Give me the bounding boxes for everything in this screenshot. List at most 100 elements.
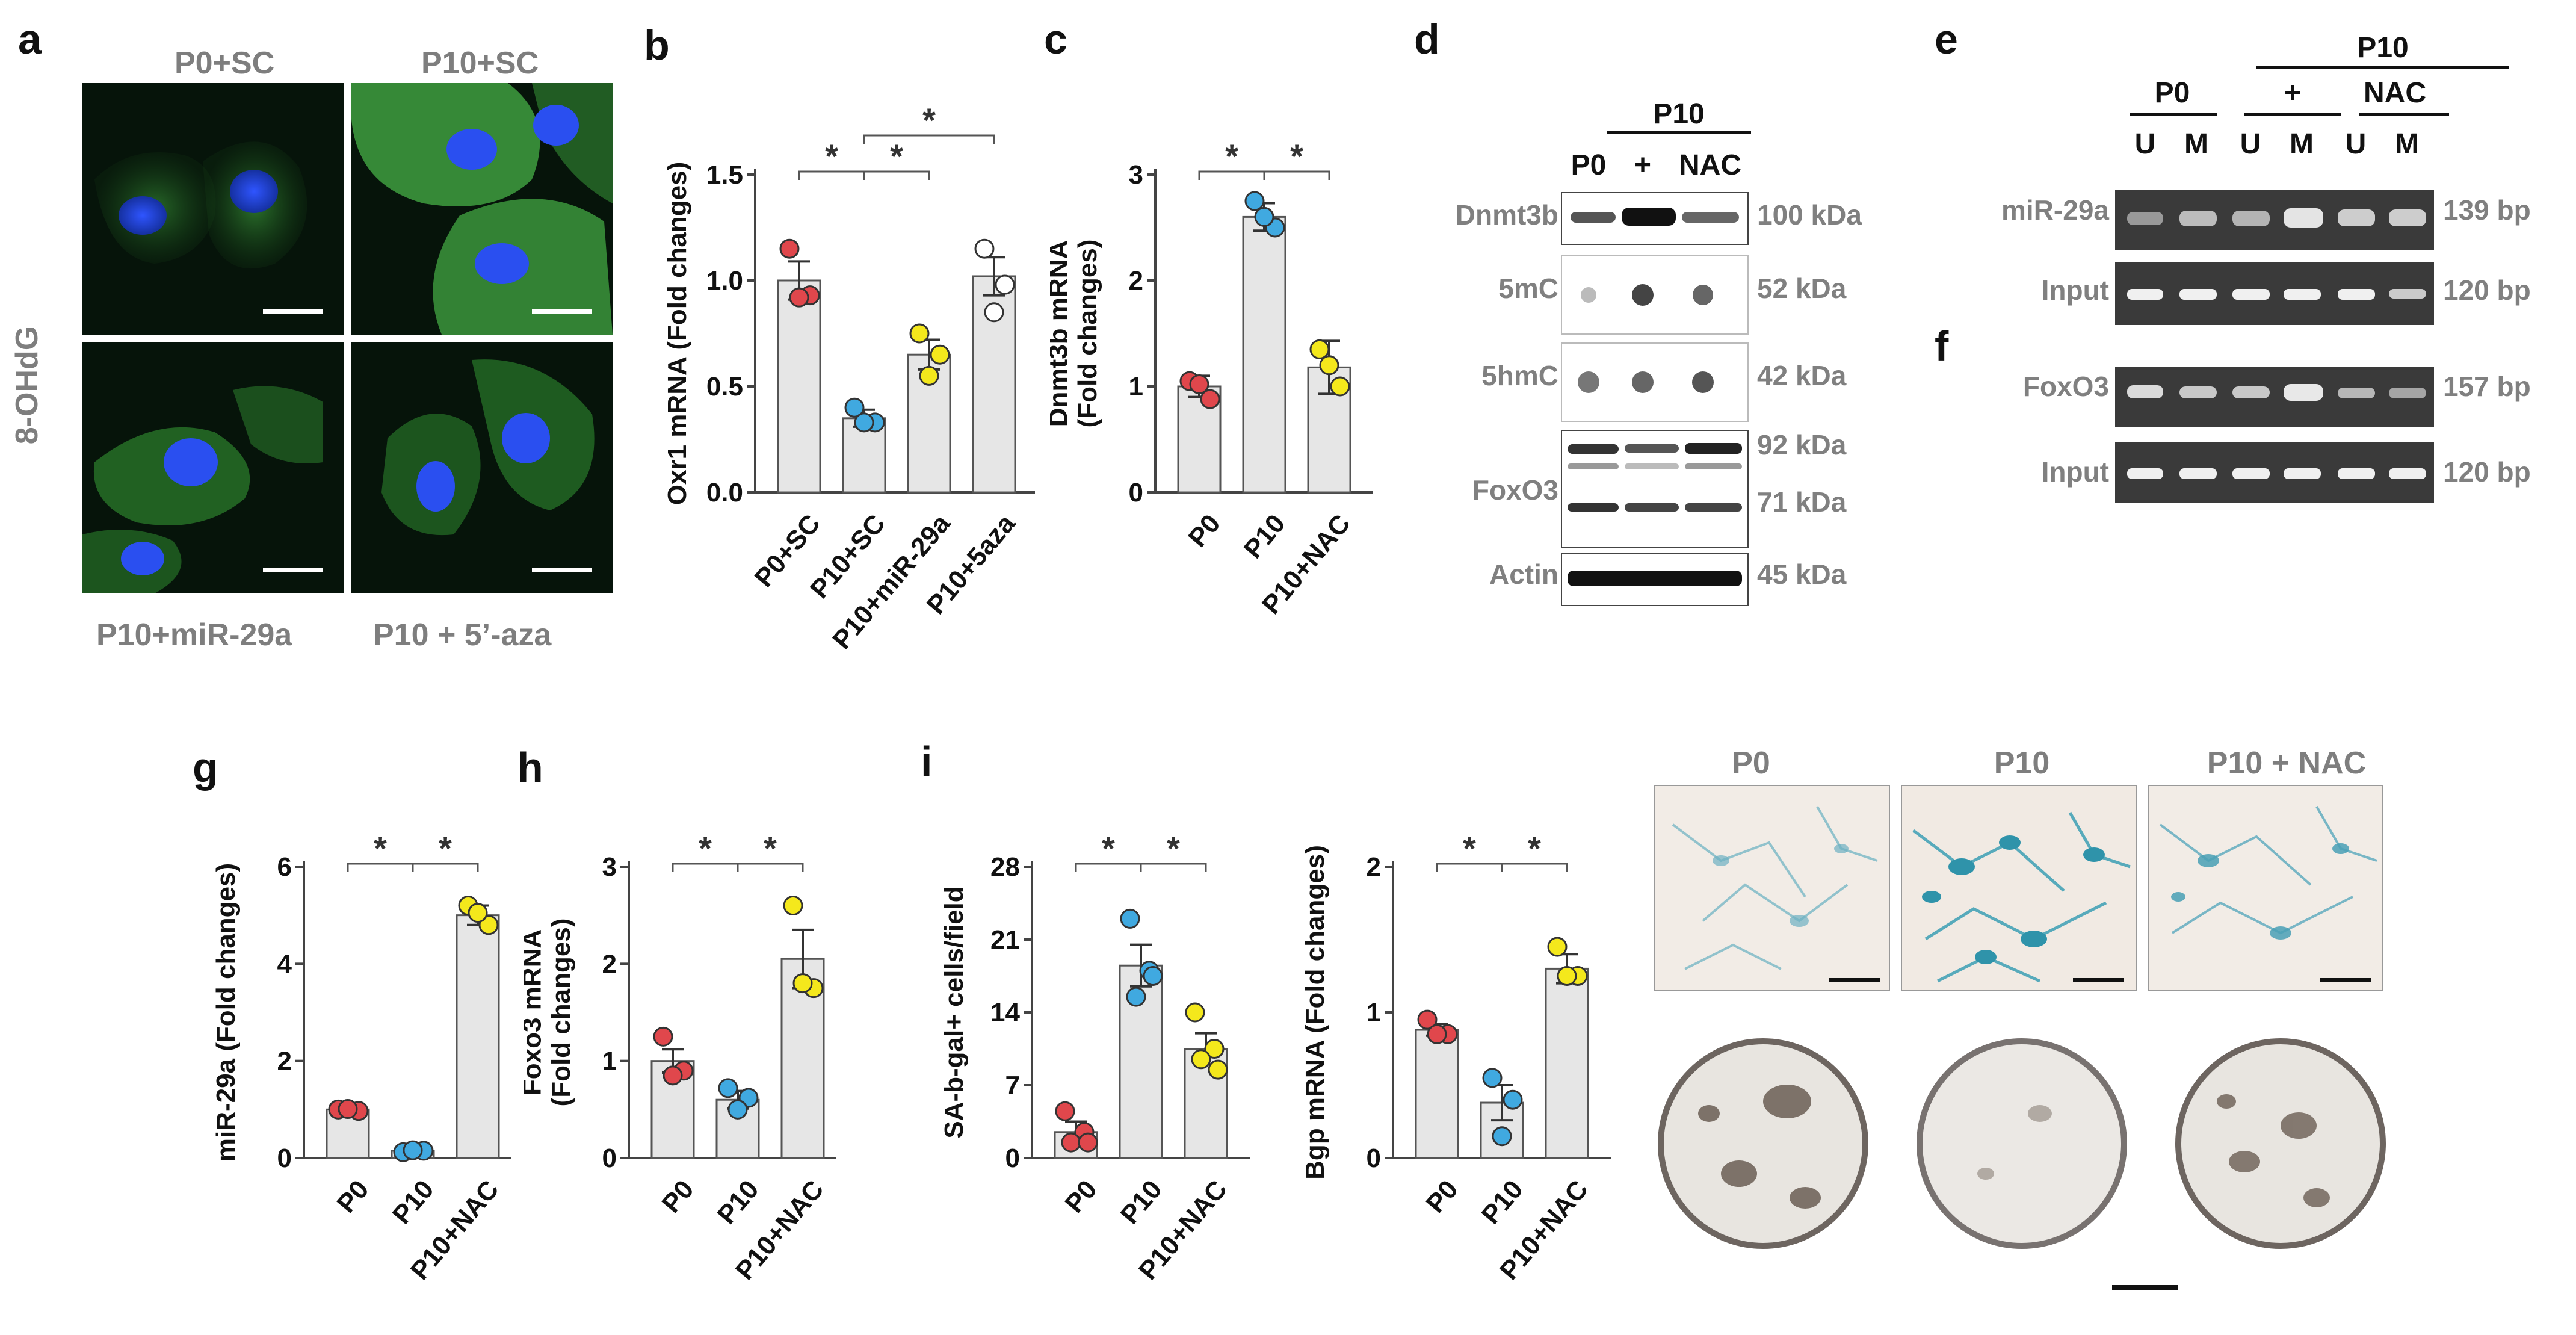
sa-gal-stain-p0 [1654, 785, 1890, 991]
bar [1242, 215, 1286, 494]
y-tick-label: 14 [990, 998, 1020, 1027]
panel-f-row-input: Input [2042, 456, 2109, 488]
data-point [1244, 191, 1265, 211]
panel-d-size-foxo3-71: 71 kDa [1757, 486, 1847, 518]
panel-label-e: e [1935, 16, 1958, 63]
data-point [783, 896, 803, 916]
y-tick-label: 0.0 [706, 478, 743, 507]
panel-i-caption-p10: P10 [1994, 746, 2050, 781]
significance-star: * [922, 102, 936, 139]
data-point [974, 238, 995, 259]
panel-e-row-input: Input [2042, 274, 2109, 306]
data-point [1191, 1049, 1211, 1070]
significance-star: * [1102, 829, 1115, 867]
y-axis-label: Foxo3 mRNA(Fold changes) [524, 918, 576, 1107]
panel-e-lanes: U M U M U M [2135, 128, 2419, 160]
sa-gal-stain-p10-nac [2148, 785, 2383, 991]
y-tick-label: 0.5 [706, 372, 743, 401]
data-point [1078, 1132, 1098, 1153]
panel-e: P10 P0 + NAC U M U M U M miR-29a 139 bp … [1944, 12, 2575, 506]
significance-bracket [737, 863, 804, 872]
alizarin-disc-p10 [1917, 1038, 2127, 1249]
panel-label-c: c [1044, 16, 1067, 63]
significance-bracket [1501, 863, 1568, 872]
data-point [403, 1140, 423, 1160]
sa-gal-stain-p10 [1901, 785, 2137, 991]
panel-d-size-dnmt3b: 100 kDa [1757, 199, 1862, 231]
significance-bracket [863, 170, 930, 180]
data-point [919, 365, 939, 386]
panel-d-lane-0: P0 [1571, 149, 1607, 181]
panel-e-row-mir29a: miR-29a [2001, 194, 2109, 226]
data-point [1143, 966, 1163, 986]
panel-d-row-foxo3: FoxO3 [1472, 474, 1558, 506]
data-point [1417, 1009, 1438, 1030]
y-tick-label: 2 [1129, 266, 1143, 296]
panel-a-caption-p10mir: P10+miR-29a [96, 618, 292, 652]
y-tick-label: 1 [602, 1047, 617, 1076]
panel-label-d: d [1414, 16, 1440, 63]
y-tick-label: 1 [1367, 998, 1381, 1027]
y-tick-label: 2 [1367, 852, 1381, 882]
y-axis-label: miR-29a (Fold changes) [211, 863, 241, 1162]
bar [1545, 967, 1589, 1159]
panel-label-b: b [644, 22, 670, 69]
panel-a-caption-p0sc: P0+SC [175, 46, 275, 81]
panel-d-size-actin: 45 kDa [1757, 559, 1847, 590]
panel-d-lane-2: NAC [1679, 149, 1741, 181]
x-tick-label: P0 [656, 1175, 699, 1219]
y-tick-label: 2 [277, 1047, 292, 1076]
data-point [468, 903, 488, 923]
panel-d-lane-1: + [1634, 149, 1651, 181]
significance-star: * [1225, 137, 1238, 175]
panel-d: P10 P0 + NAC Dnmt3b 100 kDa 5mC 52 kDa 5… [1414, 78, 1932, 620]
data-point [727, 1099, 748, 1120]
data-point [1330, 376, 1350, 397]
panel-d-row-5hmc: 5hmC [1481, 360, 1558, 391]
lane-label: U [2346, 128, 2367, 160]
panel-f-size-foxo3: 157 bp [2443, 371, 2531, 402]
lane-label: U [2240, 128, 2261, 160]
data-point [1254, 206, 1274, 227]
data-point [338, 1099, 358, 1120]
data-point [1126, 987, 1146, 1007]
data-point [909, 323, 930, 344]
panel-e-subgroup-0: P0 [2155, 77, 2190, 109]
lane-label: M [2184, 128, 2208, 160]
panel-e-subgroup-2: NAC [2364, 77, 2426, 109]
lane-label: M [2395, 128, 2419, 160]
micrograph-p10-5aza [351, 342, 613, 593]
y-tick-label: 1.0 [706, 266, 743, 296]
x-tick-label: P10 [712, 1175, 765, 1230]
y-tick-label: 28 [990, 852, 1020, 882]
data-point [1557, 966, 1577, 986]
bar [1415, 1029, 1459, 1159]
panel-d-size-5hmc: 42 kDa [1757, 360, 1847, 391]
panel-label-i: i [921, 738, 933, 785]
x-tick-label: P0 [1059, 1175, 1102, 1219]
x-tick-label: P10 [1238, 509, 1291, 564]
significance-star: * [764, 829, 777, 867]
data-point [1482, 1068, 1503, 1088]
y-tick-label: 3 [1129, 160, 1143, 190]
x-tick-label: P10 [387, 1175, 440, 1230]
data-point [653, 1026, 673, 1047]
micrograph-p10-sc [351, 83, 613, 335]
y-tick-label: 3 [602, 852, 617, 882]
panel-d-row-dnmt3b: Dnmt3b [1456, 199, 1558, 231]
y-tick-label: 0 [1005, 1144, 1020, 1173]
data-point [1120, 908, 1140, 929]
panel-label-h: h [517, 744, 543, 791]
y-axis-label: Dnmt3b mRNA(Fold changes) [1050, 240, 1102, 428]
panel-i-images: P0 P10 P10 + NAC [1649, 740, 2576, 1332]
significance-star: * [890, 137, 903, 175]
data-point [1492, 1126, 1512, 1147]
data-point [1185, 1002, 1205, 1023]
panel-d-size-5mc: 52 kDa [1757, 273, 1847, 304]
panel-e-group-label: P10 [2357, 32, 2408, 64]
data-point [984, 302, 1004, 323]
micrograph-p10-mir29a [82, 342, 344, 593]
data-point [789, 287, 809, 308]
data-point [779, 238, 800, 259]
